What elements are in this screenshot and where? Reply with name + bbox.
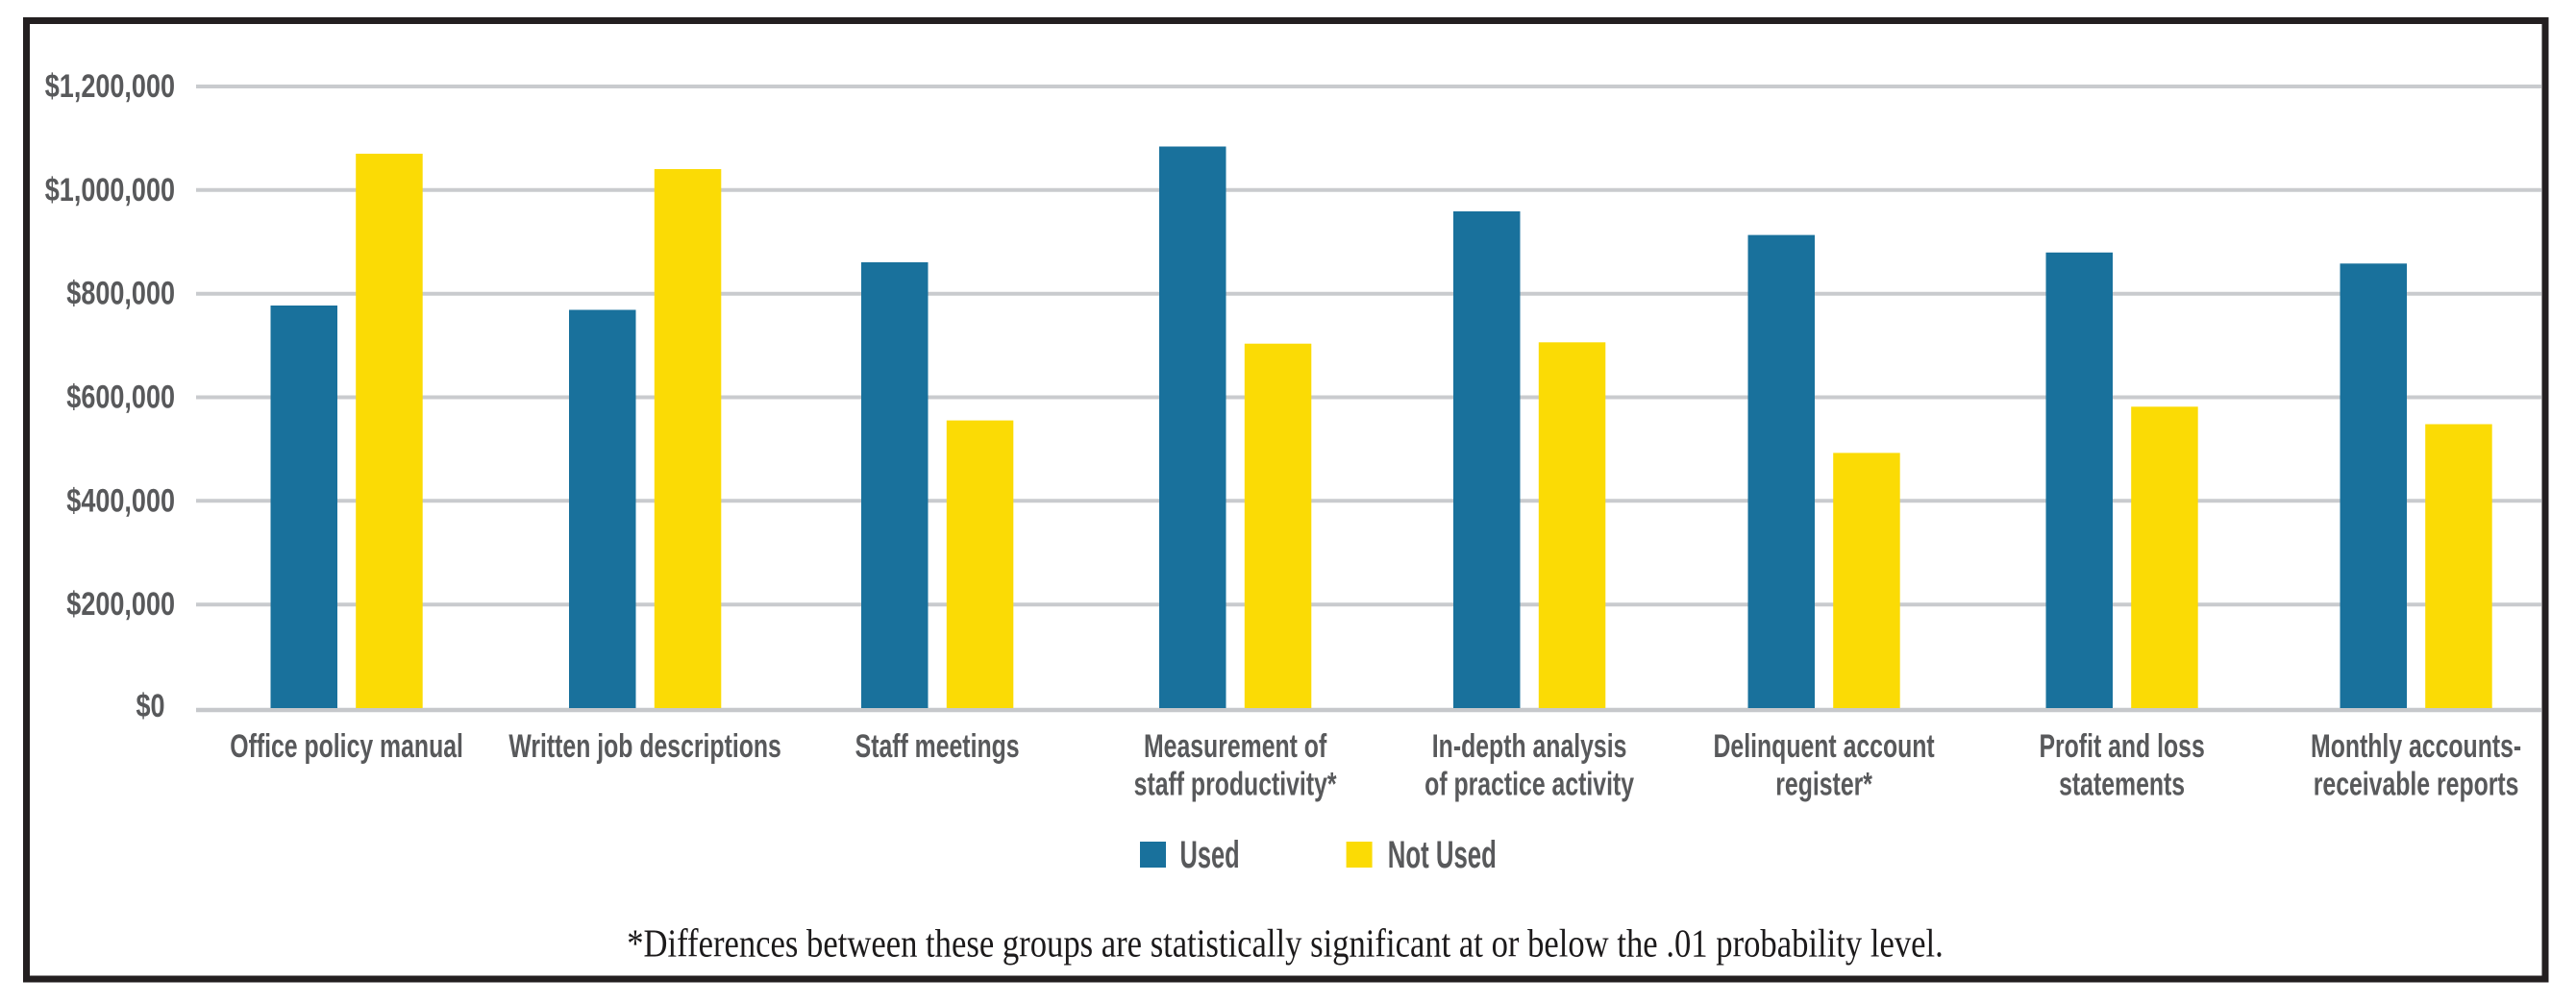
svg-text:statements: statements [2059, 767, 2185, 803]
svg-text:Staff meetings: Staff meetings [855, 728, 1020, 765]
svg-text:$600,000: $600,000 [66, 379, 175, 416]
svg-text:*Differences between these gro: *Differences between these groups are st… [627, 922, 1944, 966]
svg-text:Monthly accounts-: Monthly accounts- [2311, 728, 2521, 765]
svg-text:Delinquent account: Delinquent account [1714, 728, 1935, 765]
svg-text:receivable reports: receivable reports [2314, 767, 2519, 803]
svg-text:$0: $0 [136, 687, 164, 724]
svg-text:$400,000: $400,000 [66, 481, 175, 519]
svg-text:Measurement of: Measurement of [1144, 728, 1326, 765]
svg-text:Written job descriptions: Written job descriptions [508, 728, 780, 765]
svg-text:staff productivity*: staff productivity* [1134, 767, 1337, 803]
svg-text:$800,000: $800,000 [66, 275, 175, 312]
svg-text:$200,000: $200,000 [66, 585, 175, 623]
svg-text:$1,000,000: $1,000,000 [45, 171, 175, 208]
svg-text:$1,200,000: $1,200,000 [45, 67, 175, 105]
svg-text:Profit and loss: Profit and loss [2039, 728, 2204, 765]
svg-text:Office policy manual: Office policy manual [230, 728, 463, 765]
svg-text:of practice activity: of practice activity [1424, 767, 1634, 803]
svg-text:Not Used: Not Used [1388, 835, 1497, 877]
svg-text:register*: register* [1775, 767, 1872, 803]
svg-text:In-depth analysis: In-depth analysis [1432, 728, 1627, 765]
svg-text:Used: Used [1180, 834, 1240, 876]
